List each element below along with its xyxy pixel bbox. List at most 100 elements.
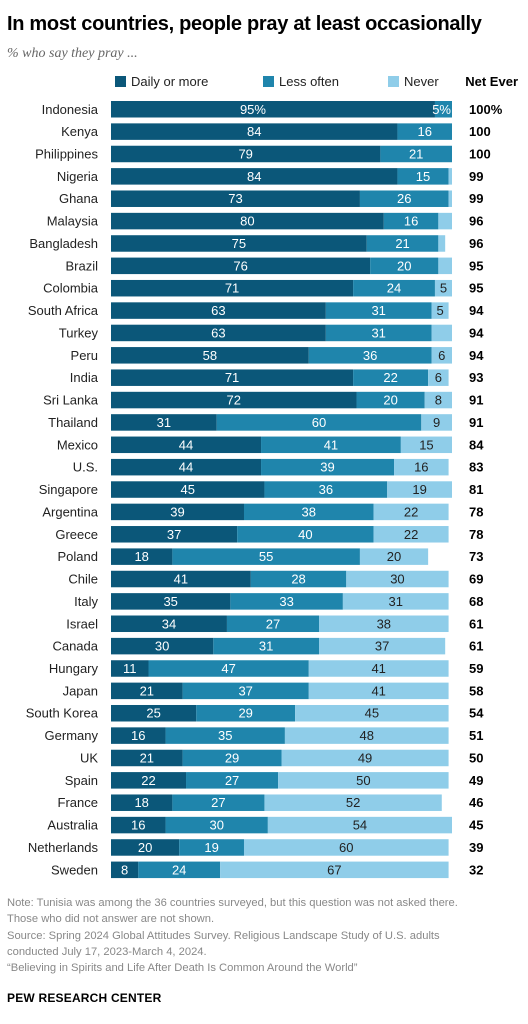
net-ever-value-india: 93 <box>469 370 483 385</box>
bar-never-netherlands <box>243 839 449 856</box>
value-label-daily-bangladesh: 75 <box>232 236 246 251</box>
legend-item-daily: Daily or more <box>115 74 208 89</box>
chart-subtitle: % who say they pray ... <box>7 46 138 61</box>
bar-never-peru <box>431 347 452 364</box>
bar-less-often-spain <box>186 772 279 789</box>
net-ever-value-japan: 58 <box>469 683 483 698</box>
bar-never-bangladesh <box>438 235 446 252</box>
country-label-france: France <box>58 795 98 810</box>
value-label-less-often-singapore: 36 <box>319 482 333 497</box>
bar-never-israel <box>319 615 449 633</box>
bar-daily-greece <box>111 526 238 543</box>
value-label-less-often-india: 22 <box>383 370 397 385</box>
bar-less-often-canada <box>213 637 320 655</box>
bar-less-often-greece <box>237 526 374 543</box>
bar-daily-bangladesh <box>111 235 367 252</box>
bar-never-germany <box>284 727 449 744</box>
bar-daily-italy <box>111 593 231 610</box>
value-label-less-often-u-s: 39 <box>320 460 334 475</box>
net-ever-value-colombia: 95 <box>469 281 483 296</box>
value-label-daily-singapore: 45 <box>180 482 194 497</box>
net-ever-value-canada: 61 <box>469 639 483 654</box>
value-label-never-uk: 49 <box>358 750 372 765</box>
net-ever-value-argentina: 78 <box>469 504 483 519</box>
value-label-daily-philippines: 79 <box>238 146 252 161</box>
country-label-canada: Canada <box>52 639 98 654</box>
bar-never-japan <box>308 682 449 700</box>
value-label-less-often-sri-lanka: 20 <box>383 393 397 408</box>
value-label-daily-poland: 18 <box>134 549 148 564</box>
bar-daily-chile <box>111 570 251 588</box>
value-label-daily-sri-lanka: 72 <box>227 393 241 408</box>
value-label-never-greece: 22 <box>404 527 418 542</box>
bar-daily-philippines <box>111 145 381 163</box>
country-label-peru: Peru <box>71 348 98 363</box>
pew-research-logo: PEW RESEARCH CENTER <box>7 991 162 1005</box>
bar-daily-japan <box>111 682 183 700</box>
bar-daily-france <box>111 794 173 811</box>
value-label-less-often-netherlands: 19 <box>204 840 218 855</box>
value-label-daily-brazil: 76 <box>233 258 247 273</box>
bar-less-often-malaysia <box>383 212 439 230</box>
bar-less-often-france <box>172 794 265 811</box>
value-label-daily-france: 18 <box>134 795 148 810</box>
bar-never-australia <box>267 816 452 834</box>
value-label-less-often-colombia: 24 <box>387 281 401 296</box>
value-label-never-germany: 48 <box>360 728 374 743</box>
bar-never-france <box>264 794 442 811</box>
bar-daily-australia <box>111 816 166 834</box>
country-label-india: India <box>70 370 99 385</box>
net-ever-value-mexico: 84 <box>469 437 484 452</box>
net-ever-value-ghana: 99 <box>469 191 483 206</box>
bar-never-italy <box>342 593 449 610</box>
bar-less-often-thailand <box>216 414 422 431</box>
bar-less-often-poland <box>172 548 360 565</box>
value-label-daily-indonesia: 95% <box>240 102 266 117</box>
bar-daily-netherlands <box>111 839 180 856</box>
net-ever-value-netherlands: 39 <box>469 840 483 855</box>
net-ever-value-south-africa: 94 <box>469 303 484 318</box>
net-ever-value-germany: 51 <box>469 728 483 743</box>
country-label-netherlands: Netherlands <box>28 840 99 855</box>
value-label-less-often-australia: 30 <box>209 818 223 833</box>
net-ever-value-sri-lanka: 91 <box>469 393 483 408</box>
value-label-never-poland: 20 <box>387 549 401 564</box>
value-label-never-chile: 30 <box>390 572 404 587</box>
bar-never-canada <box>319 637 446 655</box>
legend-item-never: Never <box>388 74 439 89</box>
value-label-less-often-israel: 27 <box>266 616 280 631</box>
country-label-poland: Poland <box>58 549 98 564</box>
value-label-never-south-africa: 5 <box>436 303 443 318</box>
net-ever-value-greece: 78 <box>469 527 483 542</box>
value-label-less-often-uk: 29 <box>225 750 239 765</box>
bar-never-argentina <box>373 503 449 521</box>
net-ever-value-australia: 45 <box>469 818 483 833</box>
report-title-line: “Believing in Spirits and Life After Dea… <box>7 962 358 975</box>
value-label-daily-chile: 41 <box>174 572 188 587</box>
value-label-never-thailand: 9 <box>433 415 440 430</box>
country-label-south-africa: South Africa <box>28 303 99 318</box>
value-label-less-often-italy: 33 <box>279 594 293 609</box>
country-label-kenya: Kenya <box>61 124 99 139</box>
bar-less-often-sweden <box>138 861 221 879</box>
net-ever-header: Net Ever <box>465 74 518 89</box>
bar-daily-sweden <box>111 861 139 879</box>
net-ever-value-singapore: 81 <box>469 482 483 497</box>
value-label-never-singapore: 19 <box>412 482 426 497</box>
bar-less-often-uk <box>182 749 282 767</box>
country-label-ghana: Ghana <box>59 191 99 206</box>
bar-daily-u-s <box>111 458 262 476</box>
bar-daily-spain <box>111 772 187 789</box>
bar-daily-israel <box>111 615 227 633</box>
bar-daily-hungary <box>111 660 149 677</box>
legend-swatch-daily <box>115 76 126 87</box>
value-label-daily-australia: 16 <box>131 818 145 833</box>
country-label-italy: Italy <box>74 594 98 609</box>
legend-swatch-less-often <box>263 76 274 87</box>
value-label-less-often-hungary: 47 <box>221 661 235 676</box>
country-label-hungary: Hungary <box>49 661 99 676</box>
bar-never-south-africa <box>431 302 449 319</box>
value-label-daily-uk: 21 <box>140 750 154 765</box>
bar-daily-mexico <box>111 436 262 454</box>
value-label-daily-kenya: 84 <box>247 124 261 139</box>
